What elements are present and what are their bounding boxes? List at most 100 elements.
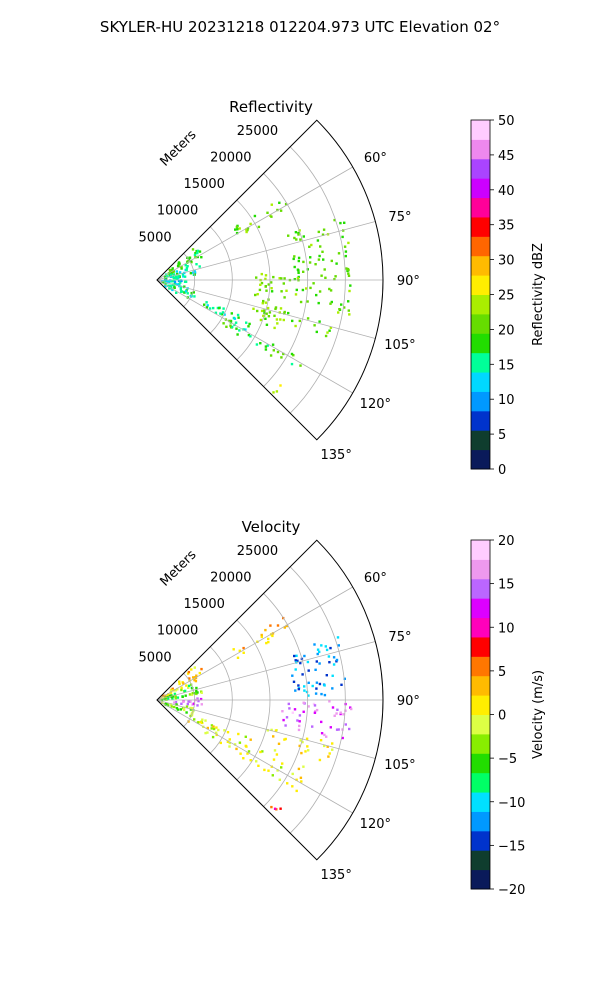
vel-echo-cell	[300, 751, 303, 755]
vel-echo-cell	[267, 640, 270, 644]
vel-echo-cell	[328, 661, 331, 664]
vel-echo-cell	[191, 691, 194, 695]
refl-azimuth-tick: 60°	[364, 151, 387, 166]
refl-echo-cell	[308, 245, 311, 248]
refl-echo-cell	[312, 282, 315, 285]
vel-echo-cell	[324, 645, 327, 648]
vel-echo-cell	[314, 668, 317, 671]
refl-echo-cell	[272, 275, 275, 279]
vel-colorbar-segment	[471, 656, 490, 677]
vel-echo-cell	[294, 668, 297, 671]
vel-echo-cell	[226, 740, 230, 743]
refl-echo-cell	[242, 328, 245, 331]
vel-echo-cell	[182, 706, 186, 709]
vel-echo-cell	[315, 681, 319, 684]
vel-echo-cell	[190, 714, 194, 717]
vel-echo-cell	[291, 674, 294, 677]
vel-echo-cell	[192, 702, 196, 705]
refl-echo-cell	[265, 289, 268, 292]
refl-echo-cell	[283, 310, 286, 314]
refl-echo-cell	[188, 256, 192, 259]
refl-echo-cell	[231, 325, 234, 329]
refl-grid-spoke	[156, 279, 376, 339]
refl-echo-cell	[276, 350, 280, 354]
refl-echo-cell	[169, 273, 172, 276]
refl-echo-cell	[176, 264, 180, 268]
vel-azimuth-tick: 120°	[360, 817, 391, 832]
vel-echo-cell	[192, 676, 195, 679]
vel-echo-cell	[335, 728, 339, 731]
vel-echo-cell	[295, 778, 298, 781]
vel-echo-cell	[228, 738, 231, 741]
vel-echo-cell	[195, 689, 198, 693]
refl-echo-cell	[267, 315, 271, 318]
refl-echo-cell	[206, 304, 209, 307]
vel-echo-cell	[331, 674, 334, 677]
refl-echo-cell	[344, 250, 348, 253]
refl-echo-cell	[171, 267, 174, 270]
vel-colorbar-segment	[471, 636, 490, 657]
refl-echo-cell	[274, 307, 277, 311]
vel-echo-cell	[165, 694, 169, 697]
refl-radial-axis-label: Meters	[158, 127, 200, 169]
refl-echo-cell	[263, 311, 266, 314]
vel-echo-cell	[296, 719, 299, 722]
refl-echo-cell	[236, 313, 240, 317]
refl-echo-cell	[313, 324, 316, 327]
refl-echo-cell	[297, 275, 300, 279]
vel-echo-cell	[293, 654, 296, 658]
vel-colorbar-segment	[471, 675, 490, 696]
refl-echo-cell	[184, 290, 188, 293]
vel-echo-cell	[325, 674, 328, 677]
vel-echo-cell	[312, 702, 316, 706]
vel-echo-cell	[176, 708, 180, 711]
refl-azimuth-tick: 105°	[384, 338, 415, 353]
vel-echo-cell	[272, 758, 276, 761]
refl-echo-cell	[178, 271, 182, 274]
refl-echo-cell	[236, 333, 239, 336]
refl-colorbar-segment	[471, 139, 490, 160]
vel-echo-cell	[320, 644, 323, 647]
refl-echo-cell	[191, 271, 195, 274]
vel-echo-cell	[278, 778, 281, 781]
vel-echo-cell	[313, 704, 317, 707]
refl-echo-cell	[208, 307, 212, 310]
refl-echo-cell	[219, 312, 222, 315]
vel-echo-cell	[318, 662, 321, 665]
refl-echo-cell	[293, 278, 296, 281]
vel-echo-cell	[298, 714, 302, 717]
refl-echo-cell	[318, 290, 322, 293]
vel-echo-cell	[336, 708, 339, 711]
vel-colorbar-tick: 15	[498, 578, 515, 593]
refl-echo-cell	[259, 342, 262, 345]
refl-colorbar-tick: 35	[498, 219, 515, 234]
refl-echo-cell	[291, 319, 294, 323]
vel-echo-cell	[306, 745, 309, 748]
refl-echo-cell	[292, 354, 295, 357]
vel-echo-cell	[299, 739, 302, 742]
vel-echo-cell	[182, 708, 186, 712]
refl-echo-cell	[189, 272, 193, 275]
refl-echo-cell	[294, 324, 297, 328]
refl-echo-cell	[302, 235, 305, 238]
refl-echo-cell	[283, 296, 286, 299]
refl-echo-cell	[175, 277, 178, 280]
refl-echo-cell	[328, 329, 331, 332]
refl-colorbar-tick: 25	[498, 289, 515, 304]
vel-echo-cell	[348, 727, 351, 731]
vel-echo-cell	[311, 725, 314, 728]
refl-echo-cell	[341, 235, 344, 239]
vel-echo-cell	[280, 766, 283, 769]
refl-echo-cell	[322, 228, 326, 231]
vel-echo-cell	[189, 706, 192, 710]
refl-echo-cell	[173, 279, 176, 282]
vel-echo-cell	[344, 709, 347, 712]
vel-echo-cell	[174, 701, 178, 704]
refl-echo-cell	[320, 274, 323, 277]
vel-echo-cell	[210, 724, 214, 727]
refl-echo-cell	[317, 301, 320, 305]
refl-echo-cell	[279, 209, 283, 212]
vel-echo-cell	[267, 769, 270, 772]
refl-echo-cell	[266, 306, 270, 310]
vel-echo-cell	[298, 724, 301, 728]
